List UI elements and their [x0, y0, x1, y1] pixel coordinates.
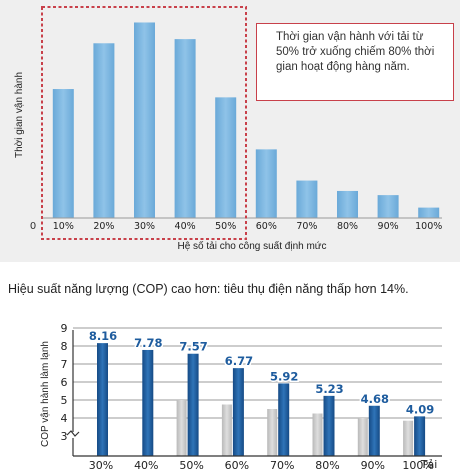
- y-tick-label: 9: [61, 322, 68, 335]
- x-tick-label: 50%: [215, 221, 236, 232]
- x-tick-label: 100%: [402, 459, 433, 472]
- bar-60%: [255, 149, 277, 218]
- x-tick-label: 80%: [337, 221, 358, 232]
- data-label-60%: 6.77: [225, 354, 253, 368]
- axis-break-mark: [66, 430, 80, 438]
- x-tick-label: 50%: [179, 459, 203, 472]
- bar-cop-90%: [368, 405, 380, 456]
- bar-50%: [215, 97, 237, 218]
- load-time-chart: 10% 20% 30% 40% 50% 60% 70% 80% 90% 100% 0 Hệ số …: [14, 6, 442, 252]
- data-label-30%: 8.16: [89, 329, 117, 343]
- data-label-100%: 4.09: [406, 402, 434, 416]
- bar-cop-100%: [414, 416, 426, 456]
- bar-cop-30%: [97, 343, 108, 456]
- x-tick-label: 70%: [270, 459, 294, 472]
- bar-conventional-70%: [267, 409, 278, 456]
- cop-chart-panel: 3 4 5 6 7 8 9 8.16 7.78 7.57 6.77 5.92 5.23 4.68 4.09…: [0, 318, 460, 476]
- x-tick-label: 30%: [134, 221, 155, 232]
- x-tick-label: 100%: [415, 221, 442, 232]
- bar-70%: [296, 180, 318, 218]
- load-time-chart-panel: 10% 20% 30% 40% 50% 60% 70% 80% 90% 100% 0 Hệ số …: [0, 0, 460, 262]
- x-tick-label: 60%: [225, 459, 249, 472]
- bar-conventional-90%: [357, 418, 368, 456]
- y-axis-title: Thời gian vận hành: [14, 72, 25, 158]
- data-label-50%: 7.57: [179, 340, 207, 354]
- x-axis-title: Hệ số tải cho công suất định mức: [178, 240, 327, 252]
- bar-40%: [174, 39, 196, 219]
- bar-cop-80%: [323, 395, 335, 456]
- cop-chart: 3 4 5 6 7 8 9 8.16 7.78 7.57 6.77 5.92 5.23 4.68 4.09…: [40, 322, 442, 472]
- bar-20%: [93, 43, 115, 218]
- x-tick-label: 40%: [134, 459, 158, 472]
- bar-90%: [377, 195, 399, 218]
- bar-cop-60%: [232, 368, 244, 456]
- bar-conventional-100%: [403, 420, 414, 456]
- x-tick-label: 10%: [53, 221, 74, 232]
- x-tick-label: 20%: [93, 221, 114, 232]
- x-tick-label: 40%: [175, 221, 196, 232]
- bar-80%: [337, 190, 358, 218]
- caption-text: Hiệu suất năng lượng (COP) cao hơn: tiêu…: [8, 282, 409, 296]
- x-tick-label: 30%: [89, 459, 113, 472]
- bar-cop-70%: [278, 383, 290, 456]
- highlight-box: [41, 6, 247, 240]
- y-tick-label: 3: [61, 430, 68, 443]
- origin-label: 0: [30, 221, 36, 232]
- x-tick-label: 60%: [256, 221, 277, 232]
- data-label-70%: 5.92: [270, 369, 298, 383]
- y-tick-label: 4: [61, 412, 68, 425]
- bar-conventional-50%: [176, 400, 187, 456]
- x-tick-label: 70%: [296, 221, 317, 232]
- y-tick-label: 8: [61, 340, 68, 353]
- bar-cop-50%: [187, 353, 199, 456]
- bar-10%: [52, 89, 74, 218]
- bar-cop-40%: [142, 349, 154, 456]
- bar-conventional-80%: [312, 413, 323, 456]
- y-tick-label: 5: [61, 394, 68, 407]
- data-label-40%: 7.78: [134, 336, 162, 350]
- y-tick-label: 7: [61, 358, 68, 371]
- bar-100%: [418, 207, 440, 218]
- data-label-80%: 5.23: [315, 382, 343, 396]
- bar-30%: [134, 22, 155, 219]
- x-tick-label: 90%: [378, 221, 399, 232]
- y-tick-label: 6: [61, 376, 68, 389]
- bar-conventional-60%: [221, 404, 232, 456]
- data-label-90%: 4.68: [361, 392, 389, 406]
- x-tick-label: 80%: [315, 459, 339, 472]
- x-tick-label: 90%: [361, 459, 385, 472]
- y-axis-title: COP vận hành làm lạnh: [40, 341, 51, 447]
- annotation-box: Thời gian vận hành với tải từ 50% trở xu…: [256, 23, 454, 101]
- x-axis-title: Tải: [420, 458, 438, 471]
